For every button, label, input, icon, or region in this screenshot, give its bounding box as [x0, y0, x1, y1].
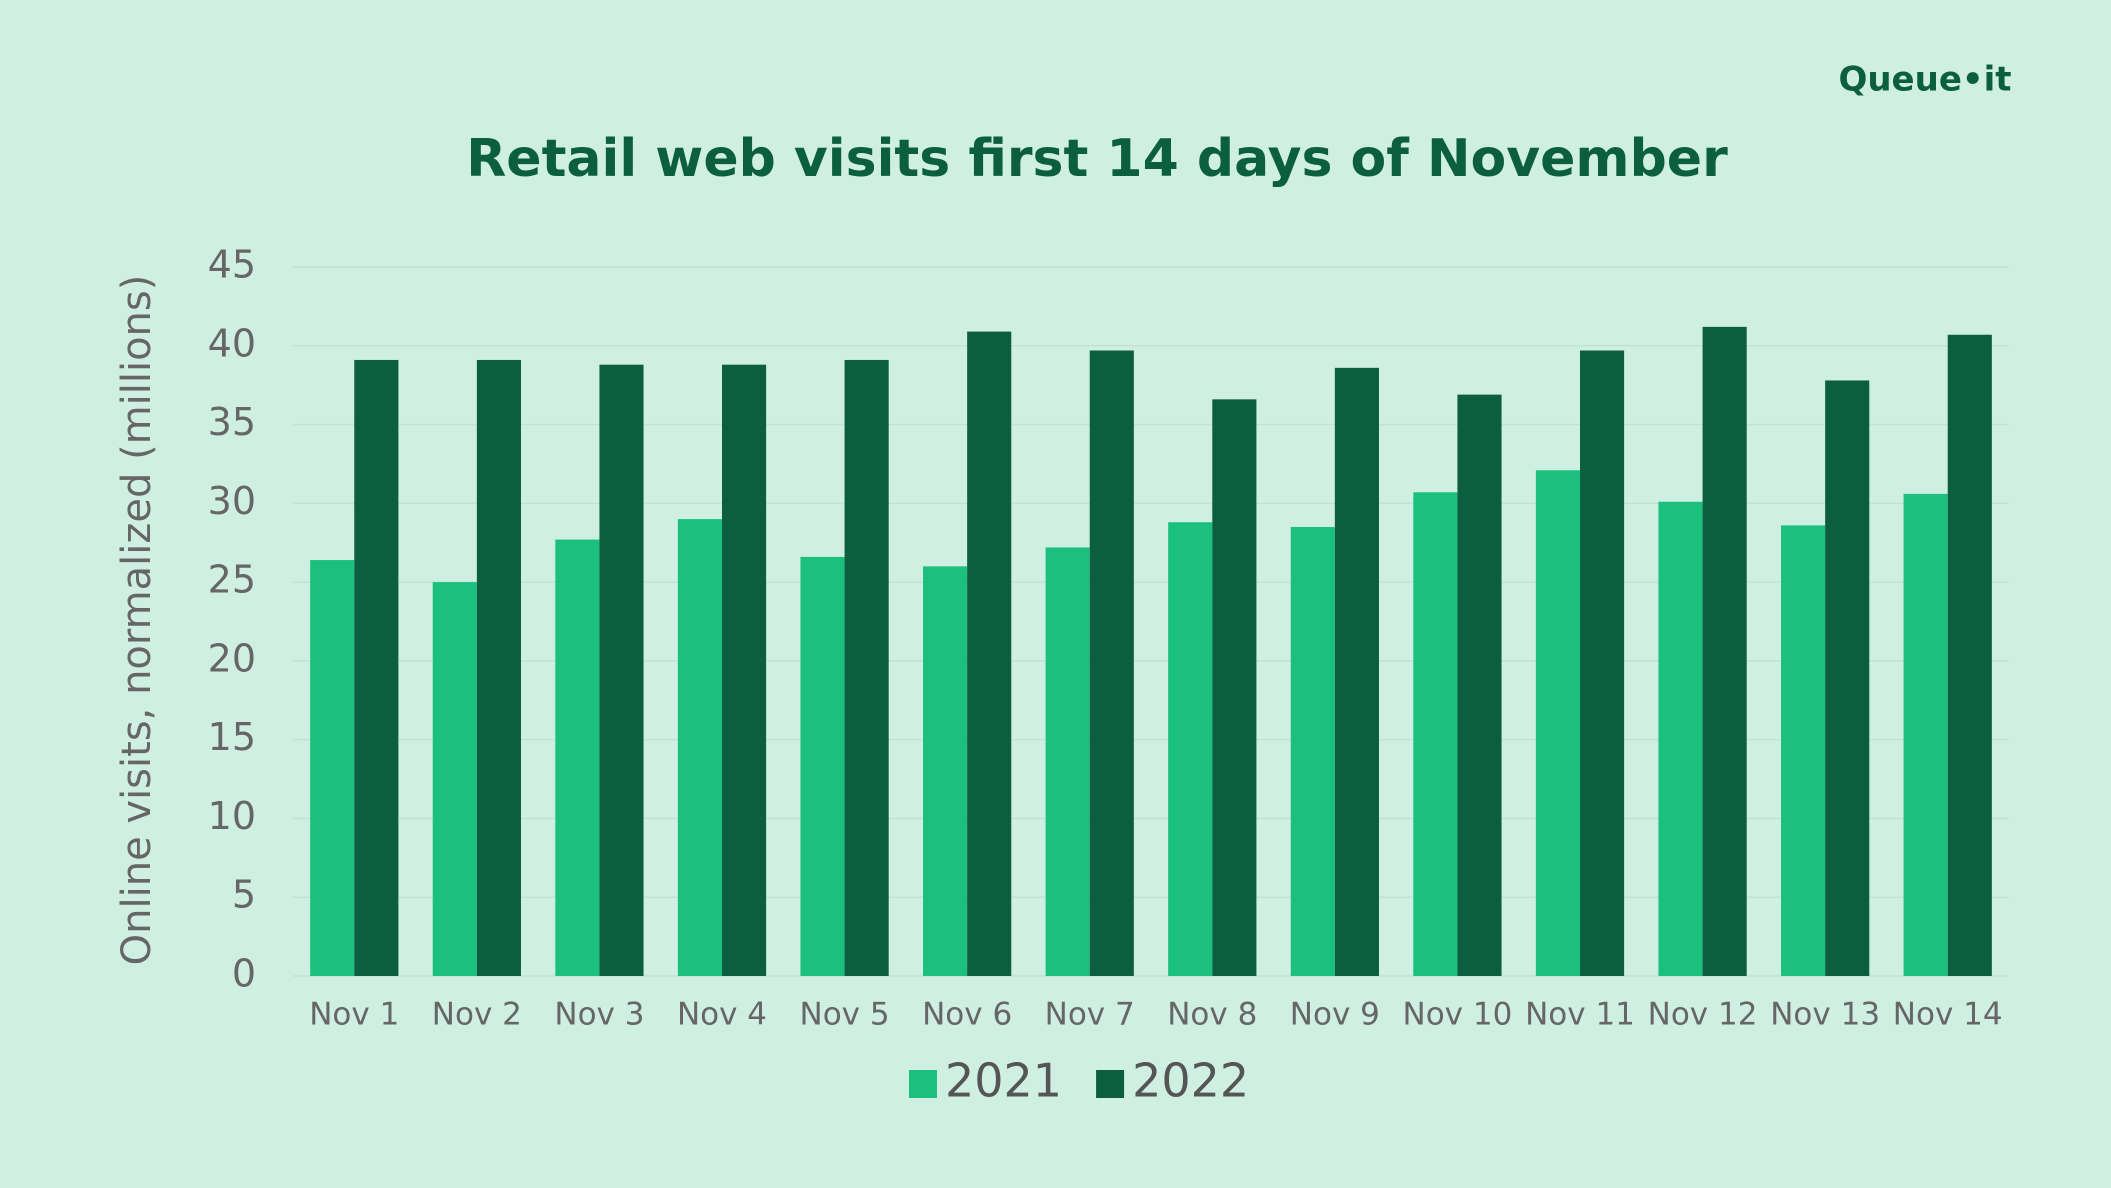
legend-swatch	[909, 1070, 937, 1098]
x-tick-label: Nov 3	[554, 997, 644, 1033]
x-tick-label: Nov 11	[1525, 997, 1635, 1033]
y-tick-label: 45	[208, 243, 256, 287]
x-tick-label: Nov 8	[1167, 997, 1257, 1033]
bar	[967, 331, 1012, 976]
x-tick-label: Nov 12	[1648, 997, 1758, 1033]
legend-label: 2022	[1132, 1054, 1249, 1108]
bar	[1413, 492, 1458, 976]
legend-swatch	[1096, 1070, 1125, 1098]
x-tick-label: Nov 6	[922, 997, 1012, 1033]
x-tick-label: Nov 2	[432, 997, 522, 1033]
chart-title: Retail web visits first 14 days of Novem…	[466, 129, 1728, 189]
bar	[354, 359, 399, 976]
y-tick-label: 35	[208, 400, 256, 444]
bar	[432, 582, 477, 976]
bar	[1212, 399, 1257, 976]
bar	[1825, 380, 1870, 976]
bar	[599, 364, 644, 976]
bar	[1781, 525, 1826, 976]
y-tick-label: 10	[208, 794, 256, 838]
bar	[844, 359, 889, 976]
x-tick-label: Nov 14	[1893, 997, 2003, 1033]
bar	[1658, 501, 1703, 976]
bar	[476, 359, 521, 976]
bar	[1290, 526, 1335, 976]
bar	[1089, 350, 1134, 976]
x-tick-label: Nov 7	[1045, 997, 1135, 1033]
bar	[1580, 350, 1625, 976]
bar	[1045, 547, 1090, 976]
bar	[1168, 522, 1213, 976]
y-tick-label: 15	[208, 715, 256, 759]
logo: Queue•it	[1838, 60, 2011, 100]
bar	[555, 539, 600, 976]
y-tick-label: 25	[208, 558, 256, 602]
x-tick-label: Nov 10	[1403, 997, 1513, 1033]
x-tick-label: Nov 4	[677, 997, 767, 1033]
x-tick-label: Nov 13	[1770, 997, 1880, 1033]
bar	[310, 560, 355, 976]
y-tick-label: 30	[208, 479, 256, 523]
legend-label: 2021	[945, 1054, 1062, 1108]
bar	[1535, 470, 1580, 976]
bar	[1457, 394, 1502, 976]
x-tick-label: Nov 5	[800, 997, 890, 1033]
y-tick-label: 5	[232, 873, 256, 917]
bar	[923, 566, 968, 976]
y-tick-label: 0	[232, 952, 256, 996]
bar	[800, 556, 845, 976]
bar	[1903, 493, 1948, 976]
bar	[1702, 326, 1747, 977]
bar	[1947, 334, 1992, 976]
y-axis-label: Online visits, normalized (millions)	[114, 275, 160, 966]
bar	[677, 519, 722, 976]
bar	[722, 364, 767, 976]
y-tick-label: 40	[208, 321, 256, 365]
x-tick-label: Nov 9	[1290, 997, 1380, 1033]
bar	[1334, 367, 1379, 976]
x-tick-label: Nov 1	[309, 997, 399, 1033]
y-tick-label: 20	[208, 636, 256, 680]
